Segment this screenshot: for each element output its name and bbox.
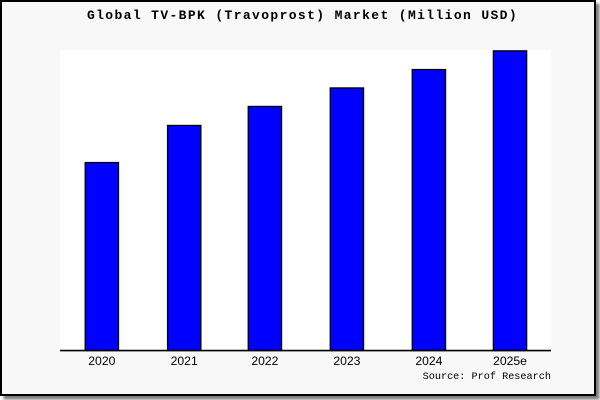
svg-text:2021: 2021 (171, 354, 198, 368)
svg-text:Source: Prof Research: Source: Prof Research (423, 371, 551, 383)
svg-text:2020: 2020 (88, 354, 115, 368)
svg-text:2022: 2022 (251, 354, 278, 368)
svg-text:2023: 2023 (333, 354, 360, 368)
svg-text:2025e: 2025e (493, 354, 527, 368)
svg-text:Global TV-BPK (Travoprost) Mar: Global TV-BPK (Travoprost) Market (Milli… (87, 8, 518, 23)
svg-text:2024: 2024 (415, 354, 442, 368)
